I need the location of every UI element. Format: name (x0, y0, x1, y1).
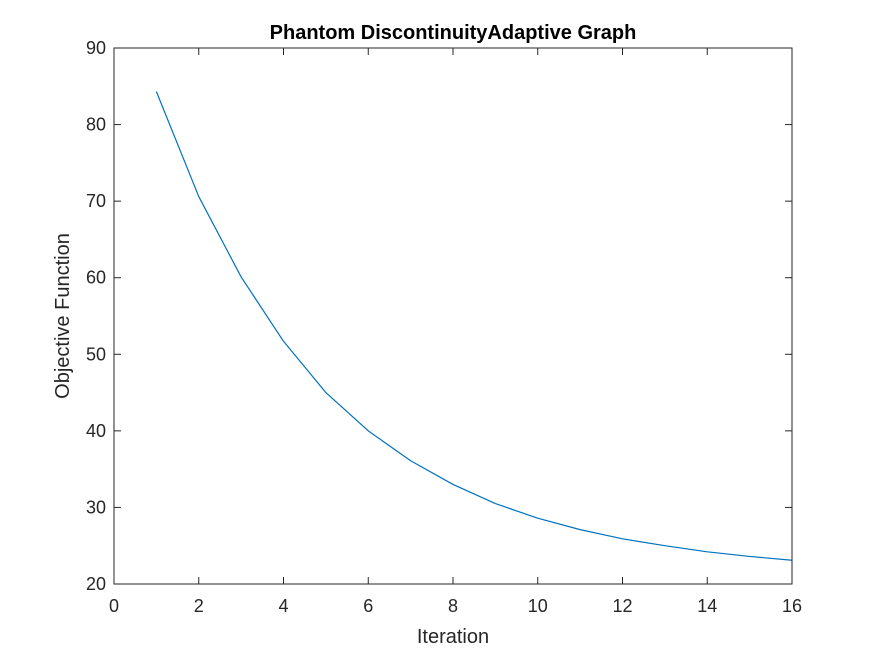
y-tick-label: 50 (86, 344, 106, 364)
y-tick-label: 70 (86, 191, 106, 211)
y-tick-label: 90 (86, 38, 106, 58)
x-tick-label: 12 (612, 596, 632, 616)
x-tick-label: 0 (109, 596, 119, 616)
series-line-1 (155, 91, 793, 561)
x-tick-label: 8 (448, 596, 458, 616)
axes-box (113, 47, 793, 585)
plot-background (114, 48, 792, 584)
x-axis-label: Iteration (417, 626, 489, 648)
x-tick-label: 6 (363, 596, 373, 616)
y-axis-ticks: 20 30 40 50 60 70 80 90 (86, 38, 792, 594)
y-tick-label: 40 (86, 421, 106, 441)
x-tick-label: 16 (782, 596, 802, 616)
series-layer (155, 91, 793, 561)
y-tick-label: 60 (86, 268, 106, 288)
x-tick-label: 4 (278, 596, 288, 616)
chart-title: Phantom DiscontinuityAdaptive Graph (270, 22, 637, 44)
x-tick-label: 10 (528, 596, 548, 616)
y-tick-label: 30 (86, 497, 106, 517)
y-axis-label: Objective Function (52, 233, 74, 399)
y-tick-label: 80 (86, 115, 106, 135)
y-tick-label: 20 (86, 574, 106, 594)
x-tick-label: 2 (194, 596, 204, 616)
x-tick-label: 14 (697, 596, 717, 616)
